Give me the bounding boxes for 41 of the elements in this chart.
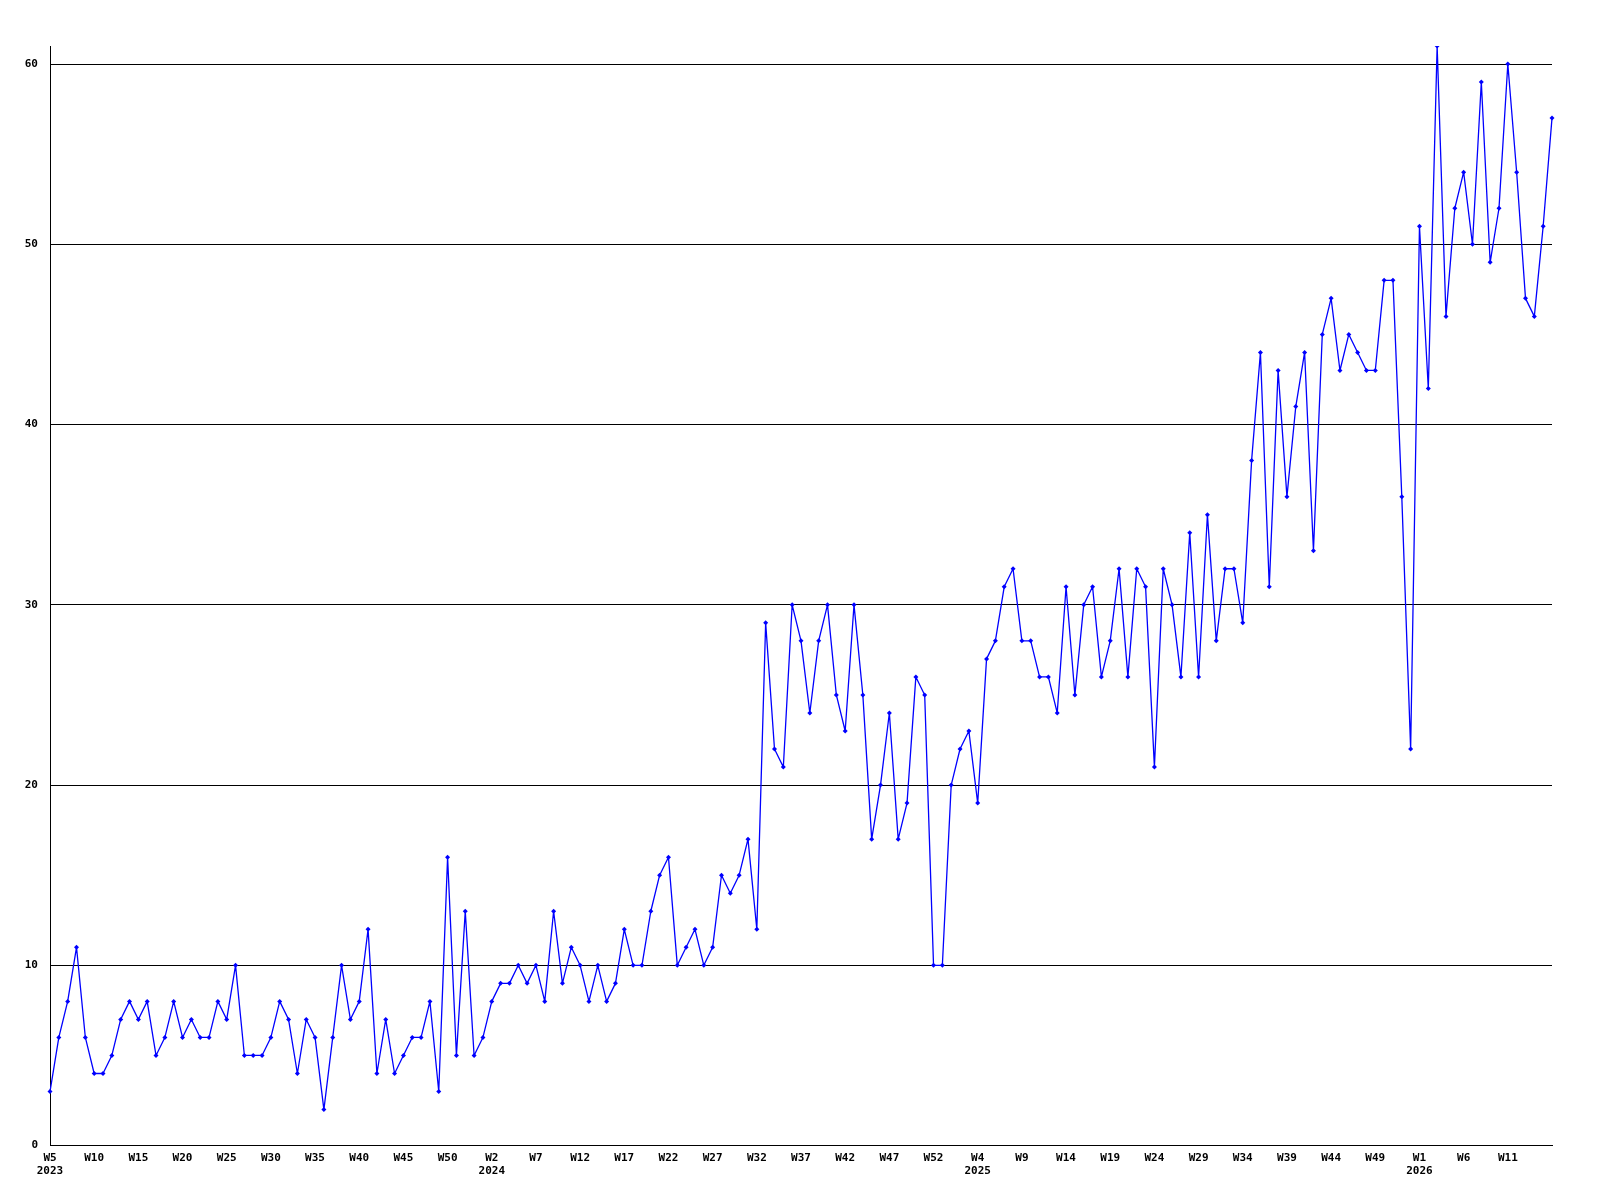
y-tick-label: 60 — [24, 56, 38, 70]
x-tick-label: W5 2023 — [36, 1151, 64, 1178]
x-tick-label: W15 — [128, 1151, 149, 1165]
x-tick-label: W35 — [305, 1151, 325, 1165]
y-tick-label: 30 — [24, 597, 38, 611]
x-tick-label: W24 — [1144, 1151, 1165, 1165]
x-tick-label: W20 — [172, 1151, 193, 1165]
x-tick-label: W14 — [1056, 1151, 1077, 1165]
x-tick-label: W11 — [1497, 1151, 1519, 1165]
y-tick-label: 50 — [24, 237, 38, 251]
x-tick-label: W34 — [1232, 1151, 1254, 1165]
x-tick-label: W42 — [835, 1151, 856, 1165]
y-tick-label: 10 — [24, 958, 38, 972]
x-tick-label: W1 2026 — [1406, 1151, 1434, 1178]
x-tick-label: W49 — [1365, 1151, 1386, 1165]
x-tick-label: W32 — [746, 1151, 767, 1165]
x-tick-label: W10 — [84, 1151, 105, 1165]
x-tick-label: W19 — [1100, 1151, 1121, 1165]
x-tick-label: W44 — [1321, 1151, 1342, 1165]
y-tick-label: 0 — [31, 1138, 38, 1152]
x-tick-label: W17 — [614, 1151, 635, 1165]
x-tick-label: W37 — [791, 1151, 811, 1165]
x-tick-label: W25 — [216, 1151, 237, 1165]
x-tick-label: W47 — [879, 1151, 900, 1165]
x-tick-label: W29 — [1188, 1151, 1209, 1165]
x-tick-label: W7 — [529, 1151, 543, 1165]
x-tick-label: W12 — [570, 1151, 591, 1165]
x-tick-label: W27 — [702, 1151, 723, 1165]
x-tick-label: W40 — [349, 1151, 370, 1165]
x-tick-label: W9 — [1015, 1151, 1029, 1165]
x-tick-label: W39 — [1277, 1151, 1297, 1165]
x-tick-label: W45 — [393, 1151, 414, 1165]
x-tick-label: W50 — [437, 1151, 458, 1165]
y-tick-label: 40 — [24, 417, 38, 431]
x-tick-label: W6 — [1457, 1151, 1471, 1165]
x-tick-label: W4 2025 — [964, 1151, 991, 1178]
x-tick-label: W22 — [658, 1151, 679, 1165]
y-tick-label: 20 — [24, 777, 38, 791]
x-tick-label: W2 2024 — [478, 1151, 506, 1178]
x-tick-label: W52 — [923, 1151, 944, 1165]
x-tick-label: W30 — [260, 1151, 281, 1165]
